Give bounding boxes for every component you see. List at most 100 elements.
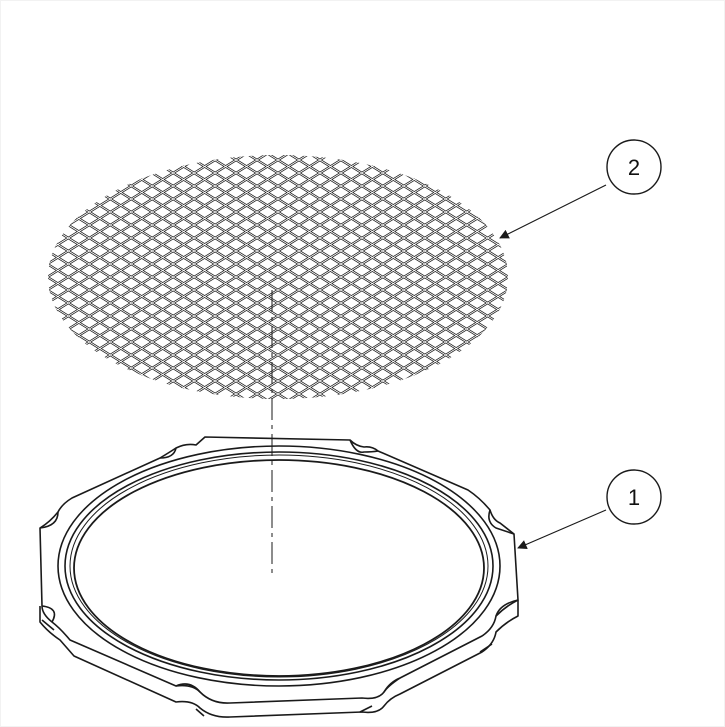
mesh-wire [48,155,508,205]
mesh-wire [48,155,508,399]
mesh-wire [48,155,508,399]
mesh-wire [48,155,508,373]
mesh-wire [48,155,508,399]
mesh-wire [48,155,508,308]
mesh-wire [48,155,508,399]
mesh-wire [48,155,508,399]
mesh-wire [48,155,508,399]
mesh-wire [48,207,508,399]
mesh-wire [48,155,508,399]
mesh-wire [48,155,508,347]
mesh-wire [48,155,508,295]
mesh-wire [48,155,508,399]
balloon-1: 1 [606,469,662,525]
mesh-wire [48,155,508,399]
ring-notch-top [349,439,379,454]
mesh-wire [48,155,508,399]
mesh-wire [48,168,508,399]
mesh-wire [48,155,508,399]
mesh-wire [48,155,508,399]
ring-bottom-edge [39,600,519,718]
mesh-wire [48,155,508,399]
mesh-wire [48,155,508,399]
mesh-wire [48,155,508,399]
mesh-wire [48,155,508,399]
mesh-wire [48,155,508,399]
mesh-wire [48,155,508,204]
leader-line-2 [499,184,607,239]
mesh-wire [48,272,508,399]
mesh-wire [48,155,508,347]
mesh-wire [48,362,508,399]
mesh-wire [48,349,508,399]
mesh-wire [48,155,508,231]
mesh-wire [48,155,508,348]
mesh-wire [48,155,508,399]
mesh-wire [48,362,508,399]
mesh-wire [48,155,508,257]
mesh-wire [48,155,508,191]
mesh-wire [48,349,508,399]
mesh-wire [48,155,508,256]
octagonal-ring-frame [39,436,519,718]
mesh-wire [48,155,508,386]
mesh-wire [48,155,508,179]
mesh-screen [0,0,578,727]
balloon-1-label: 1 [628,485,640,510]
mesh-wire [48,155,508,204]
mesh-wire [48,155,508,360]
mesh-wire [48,155,508,399]
mesh-wire [48,324,508,399]
ring-notch-left-top [39,511,59,529]
mesh-wire [48,181,508,399]
mesh-wire [48,155,508,399]
mesh-wire [48,155,508,178]
mesh-wire [48,324,508,399]
mesh-wire [48,155,508,348]
mesh-wires [48,155,508,399]
mesh-wire [48,155,508,399]
ring-bottom-edge-2 [41,619,493,717]
ring-inner-opening [73,459,485,677]
mesh-wire [48,233,508,399]
mesh-wire [48,363,508,399]
mesh-wire [48,233,508,399]
mesh-wire [48,246,508,399]
mesh-wire [48,272,508,399]
mesh-wire [48,323,508,399]
mesh-wire [48,155,508,230]
mesh-wire [48,155,508,192]
ring-notch-right-top [488,509,515,535]
mesh-wire [48,155,508,218]
mesh-wire [48,220,508,399]
mesh-wire [48,259,508,399]
mesh-wire [48,155,508,256]
mesh-wire [48,155,508,295]
mesh-wire [48,194,508,399]
mesh-wire [48,155,508,399]
leader-line-1 [517,509,607,549]
mesh-wire [48,155,508,334]
mesh-wire [48,155,508,321]
mesh-wire [48,155,508,178]
mesh-wire [48,155,508,399]
ring-outer-edge [39,436,519,704]
mesh-wire [48,155,508,321]
mesh-wire [48,155,508,218]
ring-notch-left-bottom [41,605,56,623]
mesh-wire [48,155,508,399]
mesh-wire [48,350,508,399]
mesh-wire-highlights [0,0,578,727]
mesh-wire [48,155,508,282]
mesh-wire [48,323,508,399]
ring-inner-lip-middle [64,451,494,681]
balloon-2: 2 [606,139,662,195]
ring-notch-bottom-right [383,677,401,693]
ring-notch-top-left [159,447,177,459]
ring-inner-lip-outer [57,445,501,687]
mesh-wire [48,155,508,399]
mesh-wire [48,350,508,399]
mesh-wire [48,363,508,399]
mesh-wire [48,155,508,192]
